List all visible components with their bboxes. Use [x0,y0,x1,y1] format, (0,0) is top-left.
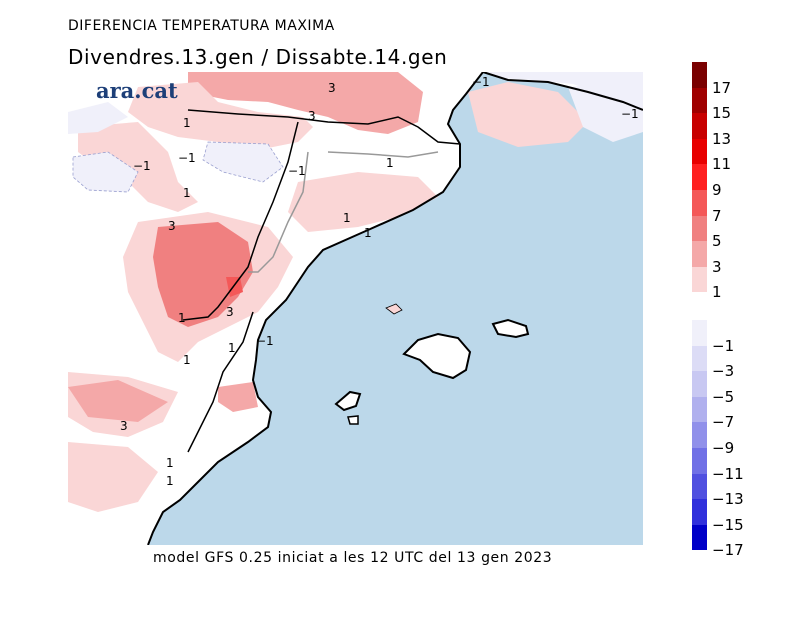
island-small [385,303,403,315]
contour-label: −1 [472,75,490,89]
anomaly-field [68,380,168,422]
anomaly-field [203,142,283,182]
border-line [182,121,299,321]
model-info: model GFS 0.25 iniciat a les 12 UTC del … [153,550,553,566]
coastline-france [482,72,643,111]
legend-label: −9 [712,439,735,457]
legend-label: −13 [712,490,744,509]
contour-label: −1 [133,159,151,173]
legend-swatch [692,320,707,346]
border-line [187,311,254,453]
contour-label: 1 [183,186,191,200]
legend-swatch [692,524,707,551]
border-line [248,151,309,273]
anomaly-field [568,82,643,142]
legend-label: 5 [712,232,722,251]
contour-label: 3 [308,109,316,123]
anomaly-field [128,82,313,150]
island-mallorca [402,332,472,380]
ara-cat-logo: ara.cat [96,78,178,103]
legend-swatch [692,499,707,525]
legend-label: 13 [712,129,732,148]
legend-swatch [692,113,707,139]
anomaly-field [288,172,438,232]
legend-swatch [692,164,707,190]
anomaly-field [188,72,423,134]
island-formentera [347,415,359,425]
border-line [187,109,461,145]
contour-label: 1 [183,116,191,130]
contour-label: 1 [178,311,186,325]
contour-line [72,151,139,193]
contour-label: 1 [364,226,372,240]
contour-label: −1 [256,334,274,348]
contour-line [202,141,284,183]
anomaly-field [226,277,243,297]
legend-swatch [692,345,707,372]
legend-label: −11 [712,464,744,483]
legend-label: 7 [712,206,722,225]
contour-label: −1 [288,164,306,178]
island-eivissa [334,390,362,412]
anomaly-field [468,82,588,147]
legend-label: 11 [712,155,732,174]
contour-label: 3 [328,81,336,95]
anomaly-field [78,122,198,212]
legend-label: −3 [712,362,735,381]
island-menorca [491,318,530,339]
legend-swatch [692,448,707,474]
legend-label: −15 [712,515,744,534]
contour-label: 1 [166,456,174,470]
legend-swatch [692,266,707,293]
legend-swatch [692,138,707,165]
contour-label: 3 [120,419,128,433]
legend-label: −7 [712,413,735,432]
contour-label: −1 [178,151,196,165]
anomaly-field [218,382,258,412]
map-subtitle: Divendres.13.gen / Dissabte.14.gen [68,45,448,69]
legend-label: −5 [712,387,735,406]
legend-swatch [692,396,707,423]
legend-label: 15 [712,104,732,123]
anomaly-field [68,102,128,134]
contour-label: 1 [183,353,191,367]
contour-label: −1 [621,107,639,121]
legend-swatch [692,87,707,114]
legend-label: 3 [712,257,722,276]
legend-swatch [692,371,707,397]
legend-swatch [692,473,707,500]
anomaly-field [68,442,158,512]
legend-label: 1 [712,283,722,302]
legend-label: −1 [712,336,735,355]
legend-swatch [692,190,707,216]
legend-swatch [692,62,707,88]
temperature-map: 3 3 1 −1 −1 1 1 −1 1 1 3 1 3 1 −1 1 3 1 … [68,72,643,545]
legend-label: 9 [712,181,722,199]
contour-label: 1 [343,211,351,225]
border-line [327,151,439,158]
contour-label: 1 [166,474,174,488]
contour-label: 1 [228,341,236,355]
legend-swatch [692,215,707,242]
map-title: DIFERENCIA TEMPERATURA MAXIMA [68,18,335,34]
legend-swatch [692,241,707,267]
contour-label: 3 [226,305,234,319]
legend-label: 17 [712,78,732,97]
color-legend: 17 15 13 11 9 7 5 3 1 −1 −3 −5 −7 −9 −11 −13 −15 −17 [692,62,792,562]
legend-swatch [692,422,707,448]
contour-label: 3 [168,219,176,233]
anomaly-field [73,152,138,192]
legend-label: −17 [712,541,744,560]
coastline [147,72,484,545]
anomaly-field [153,222,253,327]
contour-label: 1 [386,156,394,170]
